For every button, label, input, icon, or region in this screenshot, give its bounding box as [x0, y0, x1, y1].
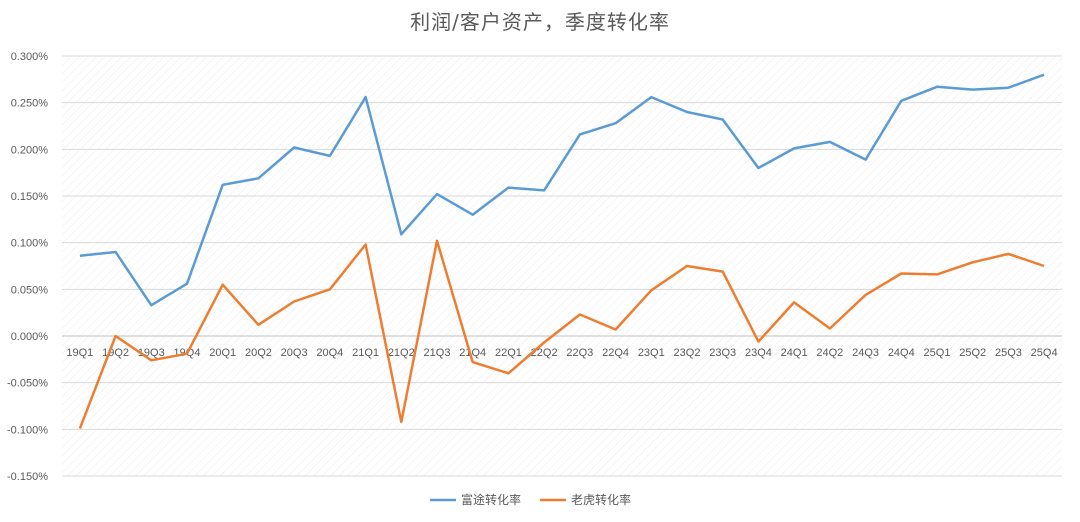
y-tick-label: 0.250% — [11, 98, 49, 110]
legend-label: 老虎转化率 — [571, 492, 631, 507]
x-tick-label: 21Q4 — [459, 347, 486, 359]
y-tick-label: 0.100% — [11, 238, 49, 250]
x-tick-label: 23Q1 — [638, 347, 665, 359]
x-tick-label: 25Q3 — [995, 347, 1022, 359]
x-tick-label: 20Q4 — [316, 347, 343, 359]
series-line-1 — [79, 73, 1045, 307]
x-tick-label: 20Q3 — [281, 347, 308, 359]
y-tick-label: 0.300% — [11, 51, 49, 63]
x-tick-label: 21Q3 — [424, 347, 451, 359]
x-tick-label: 25Q1 — [924, 347, 951, 359]
x-tick-label: 23Q4 — [745, 347, 772, 359]
series-line-2 — [78, 239, 1045, 429]
x-tick-label: 23Q2 — [674, 347, 701, 359]
y-tick-label: -0.150% — [7, 471, 48, 483]
y-tick-label: -0.050% — [7, 378, 48, 390]
x-tick-label: 21Q1 — [352, 347, 379, 359]
x-tick-label: 20Q1 — [209, 347, 236, 359]
legend-label: 富途转化率 — [461, 492, 521, 507]
chart-title: 利润/客户资产，季度转化率 — [410, 10, 670, 34]
y-tick-label: -0.100% — [7, 424, 48, 436]
x-tick-label: 25Q2 — [959, 347, 986, 359]
x-tick-label: 19Q1 — [66, 347, 93, 359]
plot-area — [62, 56, 1062, 476]
x-tick-label: 25Q4 — [1031, 347, 1058, 359]
x-tick-label: 22Q4 — [602, 347, 629, 359]
x-tick-label: 22Q2 — [531, 347, 558, 359]
x-tick-label: 22Q3 — [566, 347, 593, 359]
x-tick-label: 20Q2 — [245, 347, 272, 359]
y-tick-label: 0.000% — [11, 331, 49, 343]
x-tick-label: 21Q2 — [388, 347, 415, 359]
x-tick-label: 24Q1 — [781, 347, 808, 359]
x-tick-label: 24Q3 — [852, 347, 879, 359]
x-tick-label: 24Q4 — [888, 347, 915, 359]
y-tick-label: 0.200% — [11, 144, 49, 156]
x-tick-label: 23Q3 — [709, 347, 736, 359]
x-tick-label: 22Q1 — [495, 347, 522, 359]
y-tick-label: 0.050% — [11, 284, 49, 296]
x-tick-label: 24Q2 — [816, 347, 843, 359]
y-tick-label: 0.150% — [11, 191, 49, 203]
